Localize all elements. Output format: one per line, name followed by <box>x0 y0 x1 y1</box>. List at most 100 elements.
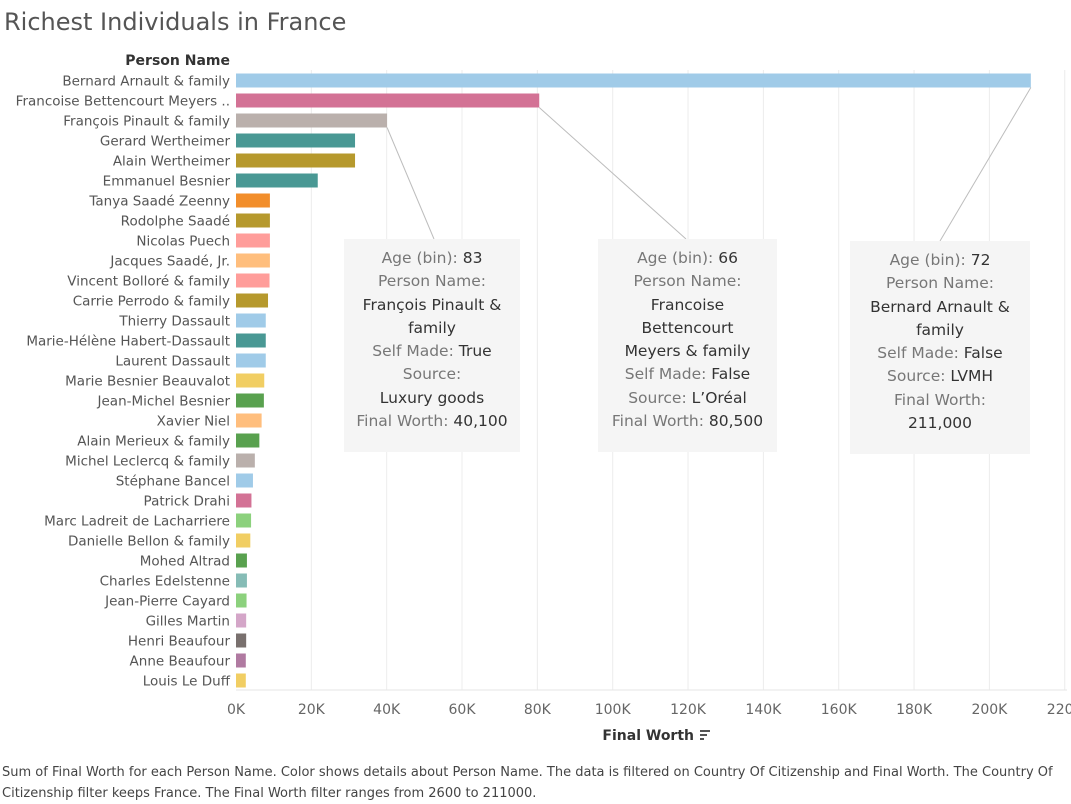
category-label: Alain Merieux & family <box>77 434 230 450</box>
x-tick-label: 120K <box>670 702 707 718</box>
value-source: LVMH <box>950 367 993 386</box>
bar[interactable] <box>236 93 540 108</box>
category-label: Jacques Saadé, Jr. <box>109 254 230 270</box>
value-person: Francoise Bettencourt Meyers & family <box>624 295 751 361</box>
bar[interactable] <box>236 493 252 508</box>
value-age: 83 <box>462 249 483 267</box>
category-label: Louis Le Duff <box>143 674 231 690</box>
category-label: Nicolas Puech <box>136 234 230 250</box>
bar[interactable] <box>236 433 260 448</box>
value-final-worth: 211,000 <box>907 414 973 433</box>
bar[interactable] <box>236 373 265 388</box>
connector-line <box>939 87 1032 242</box>
chart-caption: Sum of Final Worth for each Person Name.… <box>2 765 1053 801</box>
bar[interactable] <box>236 333 266 348</box>
annotation-connectors <box>386 87 1032 242</box>
bar[interactable] <box>236 673 246 688</box>
sort-icon[interactable] <box>700 730 710 740</box>
bar[interactable] <box>236 393 264 408</box>
bar[interactable] <box>236 473 253 488</box>
label-source: Source: <box>628 388 687 407</box>
category-label: Anne Beaufour <box>130 654 231 670</box>
x-tick-label: 140K <box>745 702 782 718</box>
x-tick-label: 200K <box>971 702 1008 718</box>
category-label: Mohed Altrad <box>140 554 230 570</box>
label-person: Person Name: <box>633 272 742 291</box>
label-final-worth: Final Worth: <box>611 412 704 431</box>
bar[interactable] <box>236 313 266 328</box>
category-label: Laurent Dassault <box>115 354 230 370</box>
category-label: Tanya Saadé Zeenny <box>88 194 230 210</box>
category-label: Patrick Drahi <box>144 494 230 510</box>
bar[interactable] <box>236 453 255 468</box>
connector-line <box>538 107 687 240</box>
bar[interactable] <box>236 413 262 428</box>
chart-title: Richest Individuals in France <box>4 8 347 36</box>
category-label: Jean-Michel Besnier <box>97 394 231 410</box>
value-source: Luxury goods <box>379 388 485 407</box>
category-labels: Bernard Arnault & family Francoise Betten… <box>16 74 231 690</box>
x-axis-ticks: 0K 20K 40K 60K 80K 100K 120K 140K 160K 180K 200K 22… <box>227 702 1071 718</box>
value-person: François Pinault & family <box>362 295 502 337</box>
label-person: Person Name: <box>378 272 486 291</box>
value-final-worth: 80,500 <box>708 412 764 431</box>
category-label: Thierry Dassault <box>118 314 230 330</box>
x-tick-label: 20K <box>298 702 326 718</box>
bar[interactable] <box>236 253 270 268</box>
bar[interactable] <box>236 513 252 528</box>
category-label: Carrie Perrodo & family <box>73 294 230 310</box>
bar[interactable] <box>236 113 388 128</box>
label-source: Source: <box>887 367 946 386</box>
bar[interactable] <box>236 233 270 248</box>
bar[interactable] <box>236 573 247 588</box>
value-source: L’Oréal <box>691 388 747 407</box>
category-label: Marie-Hélène Habert-Dassault <box>26 334 230 350</box>
x-tick-label: 100K <box>595 702 632 718</box>
bar[interactable] <box>236 153 356 168</box>
x-tick-label: 180K <box>896 702 933 718</box>
label-self-made: Self Made: <box>624 365 707 384</box>
x-tick-label: 60K <box>449 702 477 718</box>
bar[interactable] <box>236 73 1031 88</box>
category-label: Marie Besnier Beauvalot <box>65 374 230 390</box>
category-label: François Pinault & family <box>63 114 230 130</box>
x-tick-label: 160K <box>821 702 858 718</box>
bar[interactable] <box>236 273 270 288</box>
bar[interactable] <box>236 593 247 608</box>
category-label: Vincent Bolloré & family <box>67 274 230 290</box>
bars <box>236 73 1031 688</box>
value-self-made: False <box>963 344 1003 363</box>
x-tick-label: 80K <box>524 702 552 718</box>
bar[interactable] <box>236 553 247 568</box>
bar[interactable] <box>236 133 356 148</box>
category-label: Bernard Arnault & family <box>62 74 230 90</box>
bar[interactable] <box>236 173 318 188</box>
label-self-made: Self Made: <box>372 342 454 361</box>
bar[interactable] <box>236 353 266 368</box>
category-label: Danielle Bellon & family <box>68 534 230 550</box>
label-person: Person Name: <box>886 274 994 293</box>
bar[interactable] <box>236 193 270 208</box>
category-label: Alain Wertheimer <box>113 154 231 170</box>
bar[interactable] <box>236 653 246 668</box>
x-tick-label: 0K <box>227 702 246 718</box>
category-label: Michel Leclercq & family <box>65 454 230 470</box>
bar[interactable] <box>236 633 247 648</box>
category-label: Henri Beaufour <box>128 634 231 650</box>
bar[interactable] <box>236 533 251 548</box>
bar[interactable] <box>236 213 270 228</box>
value-age: 66 <box>718 249 738 267</box>
annotation-pinault: Age (bin): 83 Person Name: François Pina… <box>344 239 520 452</box>
bar[interactable] <box>236 293 269 308</box>
category-label: Xavier Niel <box>157 414 230 430</box>
category-label: Jean-Pierre Cayard <box>104 594 230 610</box>
category-label: Marc Ladreit de Lacharriere <box>44 514 230 530</box>
annotation-arnault: Age (bin): 72 Person Name: Bernard Arnau… <box>850 241 1030 454</box>
label-age: Age (bin): <box>637 249 714 267</box>
value-person: Bernard Arnault & family <box>870 297 1010 339</box>
category-label: Francoise Bettencourt Meyers .. <box>16 94 230 110</box>
bar[interactable] <box>236 613 247 628</box>
category-label: Stéphane Bancel <box>116 474 230 490</box>
x-axis-title: Final Worth <box>602 728 694 744</box>
connector-line <box>386 127 435 240</box>
